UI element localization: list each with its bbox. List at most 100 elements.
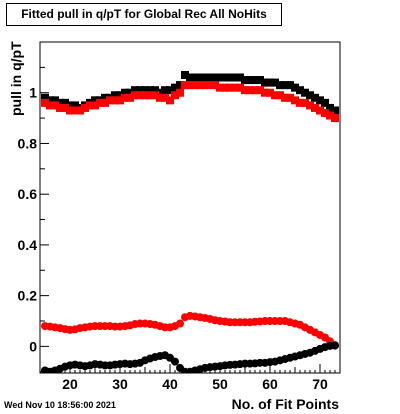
series-0-point	[201, 73, 209, 82]
series-0-point	[136, 86, 144, 95]
series-0-point	[301, 88, 309, 97]
data-marks	[41, 70, 339, 373]
series-1-point	[126, 93, 134, 102]
series-1-point	[186, 81, 194, 90]
series-1-point	[116, 96, 124, 105]
series-1-point	[131, 91, 139, 100]
series-0-point	[326, 103, 334, 112]
series-0-point	[41, 93, 49, 102]
series-0-point	[266, 78, 274, 87]
series-0-point	[286, 81, 294, 90]
series-0-point	[161, 86, 169, 95]
series-1-point	[181, 81, 189, 90]
x-tick-label: 70	[312, 376, 328, 392]
series-1-point	[226, 83, 234, 92]
series-1-point	[256, 86, 264, 95]
series-0-point	[206, 73, 214, 82]
series-0-point	[71, 101, 79, 110]
series-0-point	[216, 73, 224, 82]
series-1-point	[221, 83, 229, 92]
series-1-point	[91, 101, 99, 110]
series-0-point	[56, 98, 64, 107]
series-1-point	[206, 81, 214, 90]
series-1-point	[316, 106, 324, 115]
x-tick-label: 60	[262, 376, 278, 392]
series-0-point	[196, 73, 204, 82]
y-tick-label: 1	[29, 85, 37, 101]
series-0-point	[271, 78, 279, 87]
series-1-point	[296, 98, 304, 107]
series-1-point	[86, 101, 94, 110]
series-0-point	[156, 88, 164, 97]
series-0-point	[296, 86, 304, 95]
series-1-point	[121, 93, 129, 102]
series-0-point	[176, 81, 184, 90]
series-1-point	[231, 83, 239, 92]
series-1-point	[151, 91, 159, 100]
chart-title: Fitted pull in q/pT for Global Rec All N…	[6, 3, 282, 26]
series-0-point	[261, 78, 269, 87]
series-1-point	[146, 91, 154, 100]
series-1-point	[96, 98, 104, 107]
series-1-point	[216, 83, 224, 92]
y-tick-label: 0.8	[18, 135, 38, 151]
series-1-point	[191, 81, 199, 90]
series-1-point	[321, 109, 329, 118]
series-1-point	[251, 86, 259, 95]
series-1-point	[46, 101, 54, 110]
series-0-point	[306, 91, 314, 100]
series-1-point	[211, 81, 219, 90]
x-tick-label: 20	[62, 376, 78, 392]
series-0-point	[291, 83, 299, 92]
series-1-point	[301, 98, 309, 107]
series-1-point	[241, 86, 249, 95]
series-1-point	[141, 91, 149, 100]
series-0-point	[51, 96, 59, 105]
series-1-point	[61, 103, 69, 112]
series-1-point	[56, 103, 64, 112]
series-0-point	[91, 96, 99, 105]
series-0-point	[186, 73, 194, 82]
series-2-point	[176, 319, 184, 328]
y-tick-label: 0	[29, 338, 37, 354]
series-0-point	[166, 86, 174, 95]
series-0-point	[146, 86, 154, 95]
x-tick-label: 30	[112, 376, 128, 392]
series-1-point	[101, 98, 109, 107]
series-0-point	[121, 88, 129, 97]
timestamp-label: Wed Nov 10 18:56:00 2021	[4, 400, 116, 410]
series-1-point	[331, 114, 339, 123]
series-1-point	[201, 81, 209, 90]
series-1-point	[281, 93, 289, 102]
series-1-point	[276, 91, 284, 100]
series-0-point	[211, 73, 219, 82]
series-0-point	[331, 106, 339, 115]
series-1-point	[286, 93, 294, 102]
series-0-point	[46, 96, 54, 105]
y-axis-label: pull in q/pT	[8, 41, 24, 116]
series-1-point	[271, 91, 279, 100]
series-0-point	[241, 76, 249, 85]
series-1-point	[236, 83, 244, 92]
series-1-point	[171, 91, 179, 100]
x-tick-label: 50	[212, 376, 228, 392]
series-1-point	[326, 111, 334, 120]
series-0-point	[171, 83, 179, 92]
series-0-point	[236, 73, 244, 82]
series-0-point	[61, 98, 69, 107]
series-0-point	[221, 73, 229, 82]
series-0-point	[151, 86, 159, 95]
series-1-point	[291, 96, 299, 105]
series-1-point	[41, 98, 49, 107]
series-0-point	[191, 73, 199, 82]
series-1-point	[311, 103, 319, 112]
series-1-point	[306, 101, 314, 110]
series-0-point	[311, 93, 319, 102]
series-0-point	[101, 93, 109, 102]
series-1-point	[66, 106, 74, 115]
series-1-point	[176, 88, 184, 97]
x-axis-label: No. of Fit Points	[231, 396, 339, 412]
series-0-point	[181, 70, 189, 79]
series-1-point	[76, 106, 84, 115]
